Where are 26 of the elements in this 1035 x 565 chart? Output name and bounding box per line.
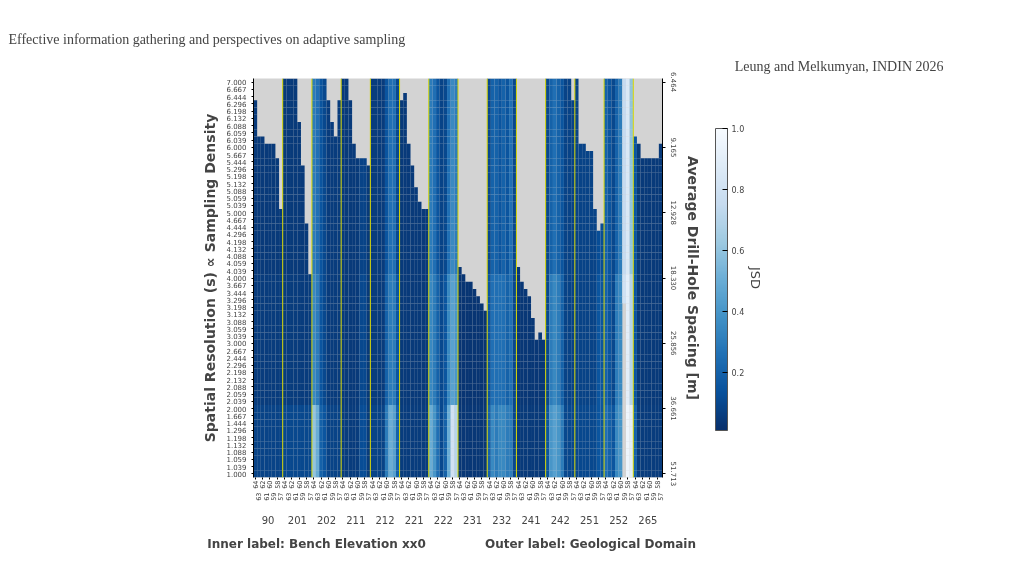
text: 252 — [609, 514, 629, 526]
text: Outer label: Geological Domain — [485, 536, 697, 551]
text: Inner label: Bench Elevation xx0 — [207, 536, 426, 551]
color-bar-label: 1.0 — [731, 125, 745, 134]
text: 241 — [521, 514, 541, 526]
color-bar-label: 0.8 — [731, 186, 745, 196]
color-bar-label: 0.4 — [731, 308, 745, 318]
text: 242 — [550, 514, 570, 526]
text: 265 — [638, 514, 658, 526]
text: 212 — [375, 514, 395, 526]
y-axis-title: Spatial Resolution (s) ∝ Sampling Density — [202, 113, 219, 443]
color-bar-label: 0.6 — [731, 247, 745, 257]
text: 211 — [346, 514, 366, 526]
text: 251 — [579, 514, 600, 526]
text: 90 — [261, 514, 275, 526]
text: 222 — [433, 514, 453, 526]
color-bar-title: JSD — [747, 265, 763, 290]
text: Leung and Melkumyan, INDIN 2026 — [734, 58, 944, 74]
text: 221 — [404, 514, 424, 526]
text: Effective information gathering and perspectives on adaptive sampling — [8, 31, 406, 47]
text: 202 — [316, 514, 337, 526]
color-bar-label: 0.2 — [731, 369, 745, 379]
text: 231 — [463, 514, 483, 526]
y2-axis-title: Average Drill-Hole Spacing [m] — [684, 156, 701, 400]
text: 232 — [492, 514, 512, 526]
text: 201 — [287, 514, 307, 526]
